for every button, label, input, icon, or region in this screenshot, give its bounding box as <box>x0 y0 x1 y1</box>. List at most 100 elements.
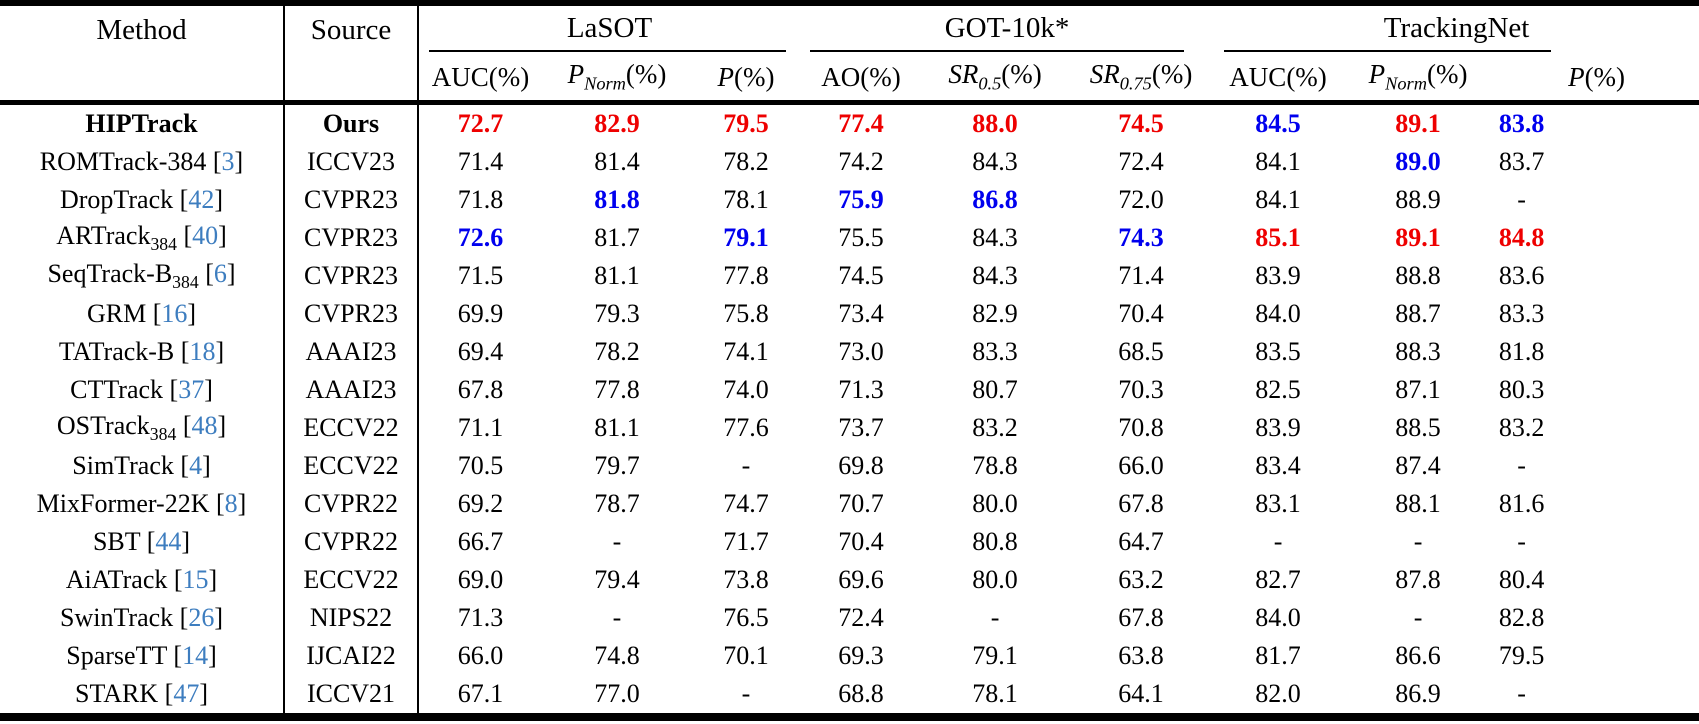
method-name: MixFormer-22K [8] <box>0 485 285 523</box>
group-label: TrackingNet <box>1383 12 1530 44</box>
table-body: HIPTrack Ours 72.7 82.9 79.5 77.4 88.0 74.5 84.5… <box>0 102 1699 717</box>
metric-value-lasot-auc: 71.1 <box>457 413 504 442</box>
metric-value-got-sr075: 64.7 <box>1118 527 1164 556</box>
citation-link[interactable]: 6 <box>213 258 227 288</box>
metric-value-got-sr075: 72.0 <box>1118 185 1164 214</box>
metric-value-got-sr05: 79.1 <box>972 641 1018 670</box>
metric-value-lasot-auc: 71.3 <box>457 603 504 632</box>
metric-value-got-ao: 75.9 <box>838 185 884 214</box>
metric-value-got-sr05: 84.3 <box>972 147 1018 176</box>
citation-link[interactable]: 4 <box>189 451 203 480</box>
metric-value-lasot-pnorm: 82.9 <box>594 109 640 138</box>
metric-value-got-ao: 73.7 <box>838 413 884 442</box>
metric-value-tn-p: 83.8 <box>1498 109 1545 138</box>
metric-value-tn-pnorm: 89.1 <box>1395 109 1441 138</box>
citation-link[interactable]: 40 <box>192 220 219 250</box>
metric-value-tn-pnorm: 86.9 <box>1395 679 1441 708</box>
method-name: SparseTT [14] <box>0 637 285 675</box>
metric-value-got-sr075: 64.1 <box>1118 679 1164 708</box>
metric-column-header-got-sr075: SR0.75(%) <box>1068 54 1215 105</box>
method-name: SimTrack [4] <box>0 447 285 485</box>
metric-value-lasot-pnorm: 81.1 <box>594 261 640 290</box>
citation-link[interactable]: 14 <box>182 641 209 670</box>
source-venue: CVPR23 <box>284 219 419 257</box>
method-name: CTTrack [37] <box>0 371 285 409</box>
metric-value-lasot-pnorm: 78.7 <box>594 489 640 518</box>
table-row: SimTrack [4] ECCV22 70.5 79.7 - 69.8 78.8 66.0 8… <box>0 447 1699 485</box>
metric-value-got-ao: 77.4 <box>838 109 884 138</box>
citation-link[interactable]: 47 <box>173 679 200 708</box>
metric-value-tn-p: 83.2 <box>1498 413 1545 442</box>
method-name: DropTrack [42] <box>0 181 285 219</box>
metric-value-tn-p: 83.7 <box>1498 147 1545 176</box>
source-column-header: Source <box>284 3 419 105</box>
table-row: STARK [47] ICCV21 67.1 77.0 - 68.8 78.1 64.1 82.… <box>0 675 1699 717</box>
metric-value-lasot-auc: 69.2 <box>457 489 504 518</box>
citation-link[interactable]: 3 <box>221 147 235 176</box>
metric-value-got-sr05: 80.8 <box>972 527 1018 556</box>
metric-value-lasot-auc: 69.4 <box>457 337 504 366</box>
metric-value-got-ao: 70.7 <box>838 489 884 518</box>
metric-value-tn-auc: 83.9 <box>1255 261 1301 290</box>
source-venue: ICCV21 <box>284 675 419 717</box>
metric-value-tn-p: 80.4 <box>1498 565 1545 594</box>
citation-link[interactable]: 26 <box>188 603 215 632</box>
metric-value-tn-auc: 84.5 <box>1255 109 1301 138</box>
method-column-header: Method <box>0 3 285 105</box>
table-row: HIPTrack Ours 72.7 82.9 79.5 77.4 88.0 74.5 84.5… <box>0 102 1699 143</box>
metric-value-tn-auc: 84.0 <box>1255 299 1301 328</box>
metric-value-lasot-pnorm: - <box>612 527 622 556</box>
metric-value-got-sr05: 80.0 <box>972 489 1018 518</box>
metric-value-tn-pnorm: 88.8 <box>1395 261 1441 290</box>
metric-value-got-ao: 68.8 <box>838 679 884 708</box>
group-header-got10k: GOT-10k* <box>800 3 1214 54</box>
method-name: AiATrack [15] <box>0 561 285 599</box>
metric-value-tn-p: 82.8 <box>1498 603 1545 632</box>
method-name: GRM [16] <box>0 295 285 333</box>
citation-link[interactable]: 18 <box>189 337 216 366</box>
table-row: SBT [44] CVPR22 66.7 - 71.7 70.4 80.8 64.7 - - - <box>0 523 1699 561</box>
metric-column-header-tn-auc: AUC(%) <box>1214 54 1343 105</box>
table-row: SeqTrack-B384 [6] CVPR23 71.5 81.1 77.8 74.5 8… <box>0 257 1699 295</box>
citation-link[interactable]: 15 <box>182 565 209 594</box>
method-name: HIPTrack <box>0 102 285 143</box>
table-row: GRM [16] CVPR23 69.9 79.3 75.8 73.4 82.9 70.4 84… <box>0 295 1699 333</box>
metric-value-got-ao: 71.3 <box>838 375 884 404</box>
metric-value-got-sr075: 63.8 <box>1118 641 1164 670</box>
table-row: SwinTrack [26] NIPS22 71.3 - 76.5 72.4 - 67.8 84… <box>0 599 1699 637</box>
metric-value-tn-pnorm: 88.3 <box>1395 337 1441 366</box>
method-name: SeqTrack-B384 [6] <box>0 257 285 295</box>
source-venue: CVPR22 <box>284 523 419 561</box>
metric-value-lasot-pnorm: 81.8 <box>594 185 640 214</box>
citation-link[interactable]: 16 <box>161 299 188 328</box>
metric-value-tn-p: 81.6 <box>1498 489 1545 518</box>
table-row: ARTrack384 [40] CVPR23 72.6 81.7 79.1 75.5 84.… <box>0 219 1699 257</box>
source-venue: ECCV22 <box>284 409 419 447</box>
metric-value-tn-p: 84.8 <box>1498 223 1545 252</box>
metric-value-tn-auc: 81.7 <box>1255 641 1301 670</box>
table-row: ROMTrack-384 [3] ICCV23 71.4 81.4 78.2 74.2 84… <box>0 143 1699 181</box>
citation-link[interactable]: 48 <box>191 410 218 440</box>
metric-value-tn-auc: 83.5 <box>1255 337 1301 366</box>
table-row: DropTrack [42] CVPR23 71.8 81.8 78.1 75.9 86.8… <box>0 181 1699 219</box>
source-venue: AAAI23 <box>284 333 419 371</box>
citation-link[interactable]: 42 <box>188 185 215 214</box>
metric-value-lasot-auc: 69.9 <box>457 299 504 328</box>
metric-value-lasot-p: 73.8 <box>723 565 769 594</box>
metric-value-tn-pnorm: 87.8 <box>1395 565 1441 594</box>
citation-link[interactable]: 37 <box>178 375 205 404</box>
table-header: Method Source LaSOT GOT-10k* TrackingNet… <box>0 3 1699 105</box>
metric-value-tn-pnorm: 88.9 <box>1395 185 1441 214</box>
method-name: SwinTrack [26] <box>0 599 285 637</box>
citation-link[interactable]: 8 <box>224 489 238 518</box>
metric-value-tn-pnorm: 86.6 <box>1395 641 1441 670</box>
metric-value-tn-pnorm: 88.7 <box>1395 299 1441 328</box>
citation-link[interactable]: 44 <box>155 527 182 556</box>
metric-value-lasot-p: 76.5 <box>723 603 769 632</box>
table-row: MixFormer-22K [8] CVPR22 69.2 78.7 74.7 70.7 8… <box>0 485 1699 523</box>
metric-value-got-sr075: 66.0 <box>1118 451 1164 480</box>
source-venue: CVPR22 <box>284 485 419 523</box>
metric-value-lasot-pnorm: 77.8 <box>594 375 640 404</box>
metric-value-lasot-p: 78.1 <box>723 185 769 214</box>
method-name: SBT [44] <box>0 523 285 561</box>
